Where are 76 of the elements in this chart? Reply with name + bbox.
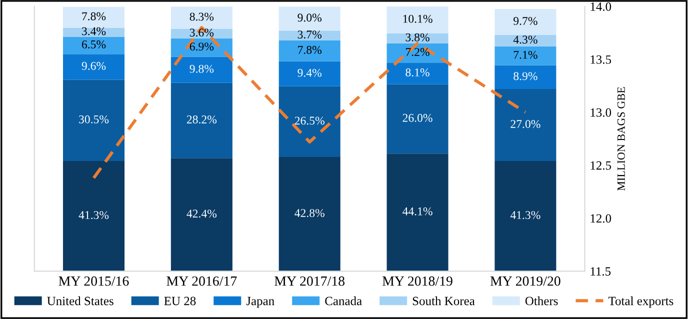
bar [170,158,232,272]
bar [170,6,232,29]
bar [494,89,556,162]
bar [494,34,556,46]
data-label: 42.8% [294,209,324,218]
data-label: 6.9% [190,42,214,51]
bar [386,84,448,154]
bar [494,46,556,66]
bar [386,33,448,44]
legend-label: Others [525,296,558,306]
bar [386,154,448,272]
legend-label: EU 28 [164,296,196,306]
data-label: 28.2% [186,115,217,124]
data-label: 26.0% [402,114,432,122]
bar [170,56,232,83]
data-label: 6.5% [82,40,106,48]
bar [63,36,125,54]
legend-label: Total exports [608,296,674,308]
data-label: 3.8% [406,33,430,42]
y2-tick-label: 13.5 [590,55,612,64]
data-label: 7.1% [514,50,538,59]
data-label: 7.2% [406,48,430,56]
bar [494,161,556,272]
bar [63,80,125,162]
bar [63,54,125,80]
x-tick-label: MY 2015/16 [58,276,129,286]
x-tick-label: MY 2018/19 [382,276,452,286]
y2-tick-label: 13.0 [590,108,612,117]
data-label: 4.3% [513,36,538,44]
x-tick-label: MY 2017/18 [274,276,344,286]
y2-tick-label: 14.0 [590,2,612,11]
bar [278,30,340,41]
x-tick-label: MY 2016/17 [166,276,237,286]
bar [63,28,125,37]
data-label: 27.0% [510,120,540,128]
y2-tick-label: 12.0 [590,214,612,223]
bar [386,62,448,84]
data-label: 9.4% [298,68,322,77]
data-label: 9.0% [298,14,322,22]
bar [278,61,340,86]
data-label: 7.8% [82,12,106,20]
data-label: 9.7% [514,16,538,25]
data-label: 26.5% [294,116,324,125]
data-label: 3.6% [190,28,214,37]
bar [278,40,340,62]
data-label: 41.3% [510,211,540,220]
data-label: 44.1% [402,207,432,216]
y2-axis-title: MILLION BAGS GBE [617,87,625,191]
data-label: 3.7% [298,30,322,39]
data-label: 7.8% [298,46,322,54]
bar [63,6,125,28]
bar [386,6,448,34]
legend-label: Canada [325,296,362,306]
bar [494,65,556,90]
data-label: 3.4% [82,27,106,36]
data-label: 41.3% [78,211,109,220]
data-label: 10.1% [403,14,432,23]
data-label: 9.6% [82,62,106,70]
data-label: 8.3% [190,12,214,21]
legend-label: United States [47,296,114,306]
bar [278,157,340,272]
bar [63,161,125,272]
data-label: 8.1% [406,68,430,76]
bar [170,82,232,158]
bar [278,86,340,158]
legend-label: Japan [246,296,274,308]
bar [494,9,556,35]
data-label: 30.5% [79,115,109,124]
y2-tick-label: 11.5 [590,267,611,276]
data-label: 42.4% [186,210,217,218]
x-tick-label: MY 2019/20 [490,276,560,286]
y2-tick-label: 12.5 [590,161,612,170]
legend-label: South Korea [412,296,475,306]
data-label: 9.8% [190,64,214,73]
bar [278,6,340,31]
data-label: 8.9% [514,72,538,80]
